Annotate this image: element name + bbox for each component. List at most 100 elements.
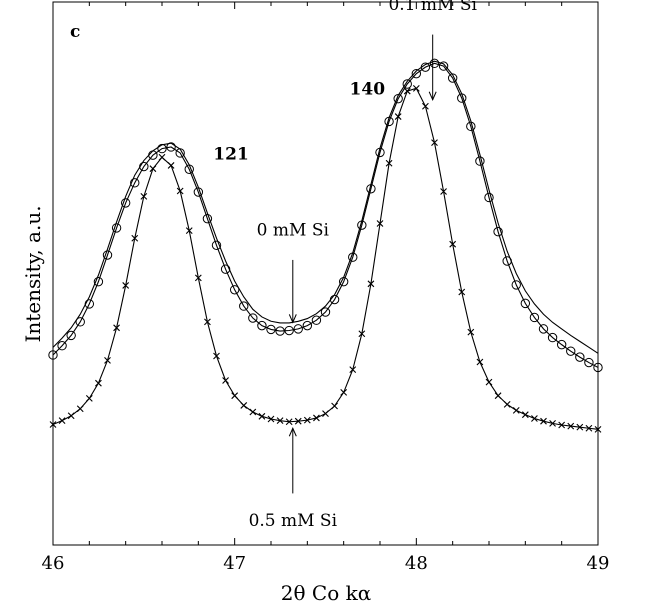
data-point-circle [57,341,67,351]
data-point-circle [538,324,549,334]
data-point-circle [193,187,204,197]
data-point-cross [340,389,348,396]
data-point-cross [394,113,402,120]
series-line-0-5-mm-si [52,87,599,430]
data-point-cross [258,412,266,420]
data-point-cross [149,165,157,173]
data-point-cross [385,159,393,167]
data-point-circle [266,324,276,335]
data-point-cross [131,234,139,242]
x-tick-label: 47 [223,553,246,574]
data-point-cross [358,330,366,338]
data-point-circle [420,62,431,72]
data-point-cross [412,84,420,92]
data-point-cross [122,282,130,289]
data-point-circle [384,116,394,127]
data-point-cross [431,139,438,147]
data-point-cross [95,379,102,387]
data-point-circle [357,220,367,230]
data-point-cross [113,324,120,332]
data-point-circle [493,226,503,237]
data-point-circle [375,147,385,158]
x-tick-label: 48 [405,553,428,574]
data-point-circle [329,294,340,305]
data-point-cross [185,227,193,234]
data-point-circle [130,178,140,188]
data-point-cross [231,392,239,400]
data-point-cross [494,392,502,400]
panel-label: c [70,22,80,42]
data-point-cross [85,395,93,402]
data-point-circle [257,320,267,331]
data-point-circle [502,256,512,266]
data-point-cross [476,358,484,366]
data-point-circle [575,352,585,362]
x-tick-label: 49 [587,553,610,574]
data-point-circle [366,184,376,194]
data-point-circle [248,313,258,323]
data-point-cross [558,421,566,429]
data-point-cross [58,417,66,425]
data-point-cross [567,422,575,430]
peak-label: 121 [213,144,249,164]
data-point-cross [367,280,375,288]
x-tick-label: 46 [42,553,65,574]
data-point-cross [403,87,411,95]
annotation-0-1-mm-si: 0.1 mM Si [388,0,477,15]
data-point-circle [157,143,167,154]
data-point-circle [311,315,322,325]
data-point-circle [229,285,240,295]
data-point-cross [485,378,493,386]
series-layer [48,58,603,433]
data-point-circle [275,326,285,336]
series-line-0-mm-si [52,60,599,354]
data-point-circle [48,350,58,360]
data-point-cross [313,414,320,422]
data-point-cross [285,418,293,426]
data-point-circle [93,276,104,287]
series-0-5-mm-si [49,84,602,433]
data-point-cross [76,405,84,413]
series-0-mm-si [52,60,599,354]
data-point-circle [393,93,403,104]
data-point-cross [458,288,466,296]
data-point-circle [402,79,412,89]
data-point-circle [484,192,494,203]
data-point-cross [294,417,302,425]
data-point-circle [429,58,440,69]
y-axis-label: Intensity, a.u. [21,205,45,342]
data-point-circle [438,61,449,71]
annotation-arrow-head [428,91,437,101]
data-point-cross [140,193,148,200]
data-point-circle [239,301,249,311]
data-point-circle [457,93,467,103]
annotation-0-mm-si: 0 mM Si [257,220,330,240]
data-point-cross [585,424,593,432]
data-point-cross [467,328,475,336]
data-point-cross [249,408,257,416]
data-point-circle [556,339,567,350]
annotation-arrow-head [288,427,297,437]
data-point-cross [449,240,457,248]
series-0-1-mm-si [48,58,603,373]
data-point-circle [66,330,76,341]
data-point-circle [520,298,531,309]
data-point-cross [531,415,538,422]
data-point-cross [176,187,184,195]
data-point-cross [503,400,511,408]
data-point-circle [584,357,594,368]
data-point-cross [331,402,338,410]
data-point-cross [349,366,357,373]
data-point-cross [540,417,547,425]
data-point-cross [167,162,175,169]
data-point-cross [104,356,111,364]
peak-label: 140 [350,79,386,99]
data-point-cross [267,415,275,423]
data-point-cross [204,318,211,326]
data-point-circle [566,346,576,356]
data-point-cross [440,188,447,195]
data-point-circle [447,73,458,83]
data-point-circle [529,312,540,323]
data-point-cross [303,416,311,424]
